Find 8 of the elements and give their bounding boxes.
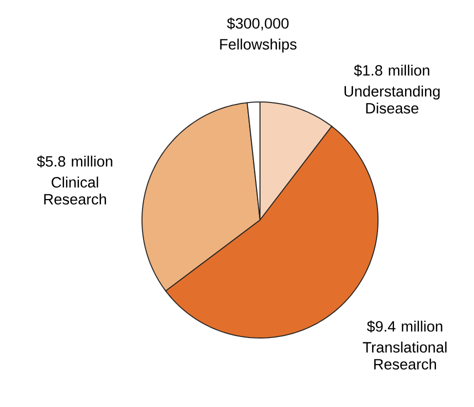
slice-label: Fellowships (220, 38, 296, 53)
data-label: $5.8 million (36, 155, 112, 168)
data-label: $300,000 (226, 17, 289, 30)
data-label: $1.8 million (354, 64, 430, 77)
slice-label: Clinical Research (44, 176, 106, 205)
slice-label: Understanding Disease (344, 86, 440, 114)
slice-label: Translational Research (362, 342, 446, 370)
data-label: $9.4 million (366, 320, 442, 333)
